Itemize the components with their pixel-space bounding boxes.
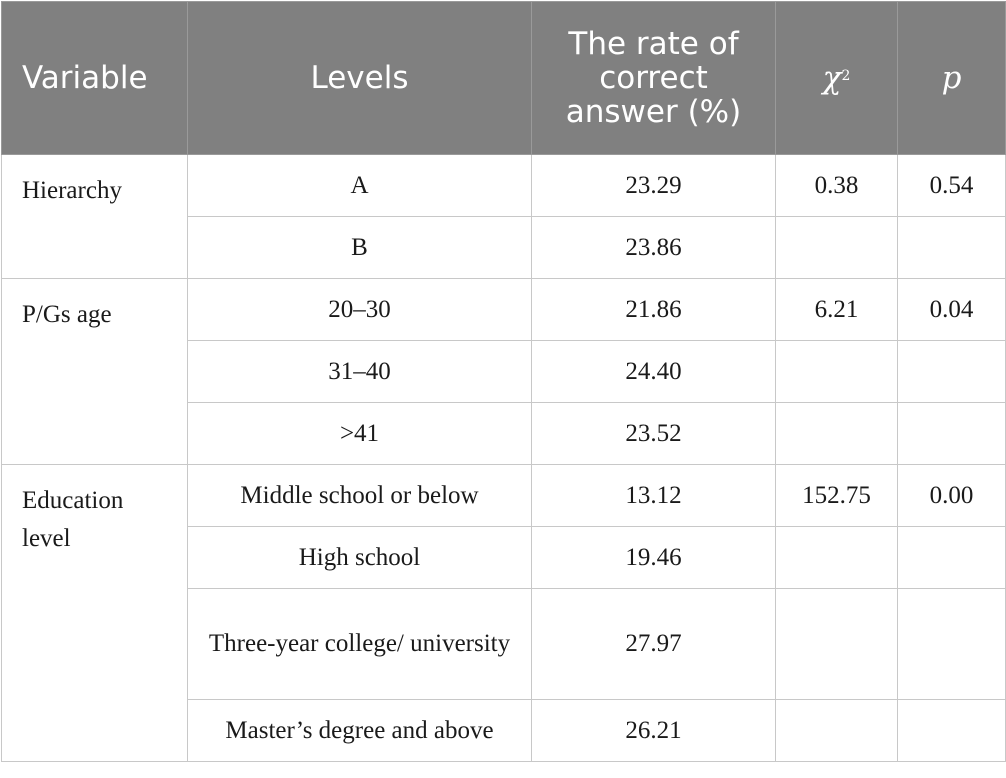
table-row: High school 19.46 [2, 526, 1006, 589]
p-cell: 0.04 [897, 278, 1006, 341]
rate-cell: 23.52 [531, 402, 776, 465]
chi2-cell [775, 402, 898, 465]
results-table: Variable Levels The rate of correct answ… [1, 1, 1006, 762]
level-cell: Middle school or below [187, 464, 532, 527]
table-row: B 23.86 [2, 216, 1006, 279]
table-row: Education level Middle school or below 1… [1, 464, 1006, 762]
header-chi-square: χ2 [775, 1, 898, 155]
p-cell: 0.00 [897, 464, 1006, 527]
chi-superscript: 2 [841, 68, 851, 84]
table-row: P/Gs age 20–30 21.86 6.21 0.04 [1, 278, 1006, 465]
rate-cell: 13.12 [531, 464, 776, 527]
chi2-cell [775, 340, 898, 403]
p-cell [897, 402, 1006, 465]
rate-cell: 24.40 [531, 340, 776, 403]
level-cell: 20–30 [187, 278, 532, 341]
rate-cell: 26.21 [531, 699, 776, 762]
header-variable: Variable [1, 1, 188, 155]
header-row: Variable Levels The rate of correct answ… [1, 1, 1006, 155]
rate-cell: 21.86 [531, 278, 776, 341]
rate-cell: 27.97 [531, 588, 776, 700]
level-cell: High school [187, 526, 532, 589]
chi2-cell [775, 699, 898, 762]
chi2-cell: 0.38 [775, 154, 898, 217]
header-levels: Levels [187, 1, 532, 155]
table-row: >41 23.52 [2, 402, 1006, 465]
variable-cell: Education level [1, 464, 188, 762]
chi2-cell [775, 588, 898, 700]
variable-cell: P/Gs age [1, 278, 188, 465]
rate-cell: 23.86 [531, 216, 776, 279]
chi2-cell [775, 526, 898, 589]
chi2-cell [775, 216, 898, 279]
variable-cell: Hierarchy [1, 154, 188, 279]
p-cell [897, 216, 1006, 279]
rate-cell: 19.46 [531, 526, 776, 589]
rate-cell: 23.29 [531, 154, 776, 217]
table-row: Three-year college/ university 27.97 [2, 588, 1006, 700]
level-cell: Three-year college/ university [187, 588, 532, 700]
p-cell: 0.54 [897, 154, 1006, 217]
p-cell [897, 526, 1006, 589]
chi-symbol: χ [822, 60, 842, 96]
level-cell: 31–40 [187, 340, 532, 403]
p-cell [897, 699, 1006, 762]
header-rate: The rate of correct answer (%) [531, 1, 776, 155]
chi2-cell: 152.75 [775, 464, 898, 527]
p-cell [897, 588, 1006, 700]
header-p: p [897, 1, 1006, 155]
table-row: Master’s degree and above 26.21 [2, 699, 1006, 762]
p-cell [897, 340, 1006, 403]
table-row: Hierarchy A 23.29 0.38 0.54 [1, 154, 1006, 279]
level-cell: >41 [187, 402, 532, 465]
level-cell: A [187, 154, 532, 217]
level-cell: B [187, 216, 532, 279]
level-cell: Master’s degree and above [187, 699, 532, 762]
chi2-cell: 6.21 [775, 278, 898, 341]
